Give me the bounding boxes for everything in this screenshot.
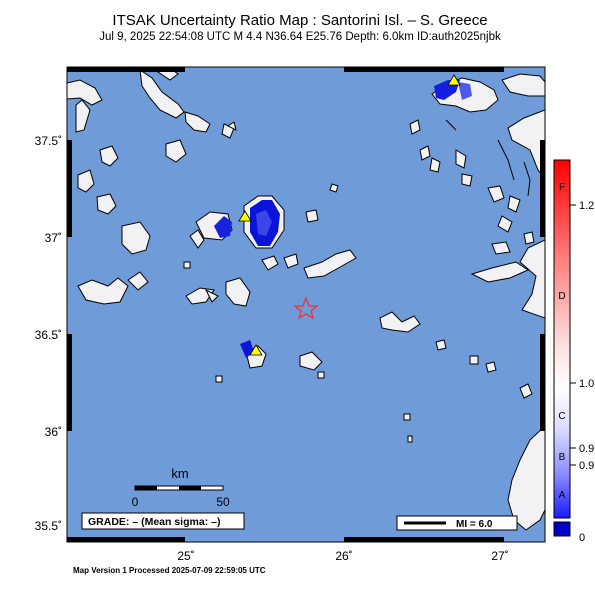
colorbar-value-label: 0.9 <box>579 460 594 472</box>
processing-footer: Map Version 1 Processed 2025-07-09 22:59… <box>73 566 266 575</box>
colorbar-grade-label: F <box>559 182 565 193</box>
colorbar-grade-label: C <box>558 411 565 422</box>
frame-ticks <box>67 67 545 542</box>
mi-legend: MI = 6.0 <box>396 515 518 531</box>
lon-tick-label: 26˚ <box>335 549 352 563</box>
scale-unit-label: km <box>171 466 188 481</box>
colorbar-grade-label: D <box>558 291 565 302</box>
scale-start-label: 0 <box>132 495 139 509</box>
grade-box: GRADE: – (Mean sigma: –) <box>81 512 245 530</box>
epicenter-star-icon <box>293 296 319 320</box>
colorbar-value-label: 0 <box>579 532 585 544</box>
lat-tick-label: 37.5˚ <box>35 134 62 148</box>
station-triangle-icon <box>238 210 252 222</box>
colorbar: F D C B A 1.2 1.0 0.9 0.9 0 <box>553 159 594 544</box>
lon-tick-label: 27˚ <box>491 549 508 563</box>
fault-lines <box>445 119 531 197</box>
colorbar-value-label: 1.0 <box>579 378 594 390</box>
colorbar-grade-label: A <box>559 490 566 501</box>
map-frame <box>66 66 546 543</box>
grade-text: GRADE: – (Mean sigma: –) <box>88 516 220 528</box>
mi-legend-text: MI = 6.0 <box>456 519 493 530</box>
lat-tick-label: 36˚ <box>45 425 62 439</box>
lat-tick-label: 35.5˚ <box>35 519 62 533</box>
scale-end-label: 50 <box>216 495 230 509</box>
map-title: ITSAK Uncertainty Ratio Map : Santorini … <box>112 12 488 29</box>
lon-tick-label: 25˚ <box>177 549 194 563</box>
sea-area <box>67 67 545 542</box>
colorbar-value-label: 1.2 <box>579 200 594 212</box>
station-triangle-icon <box>447 74 461 86</box>
station-triangle-icon <box>249 344 263 356</box>
event-info: Jul 9, 2025 22:54:08 UTC M 4.4 N36.64 E2… <box>99 31 501 43</box>
lat-tick-label: 36.5˚ <box>35 328 62 342</box>
lat-tick-label: 37˚ <box>45 231 62 245</box>
colorbar-value-label: 0.9 <box>579 443 594 455</box>
colorbar-grade-label: B <box>559 452 566 463</box>
scale-bar: km 0 50 <box>132 466 230 509</box>
